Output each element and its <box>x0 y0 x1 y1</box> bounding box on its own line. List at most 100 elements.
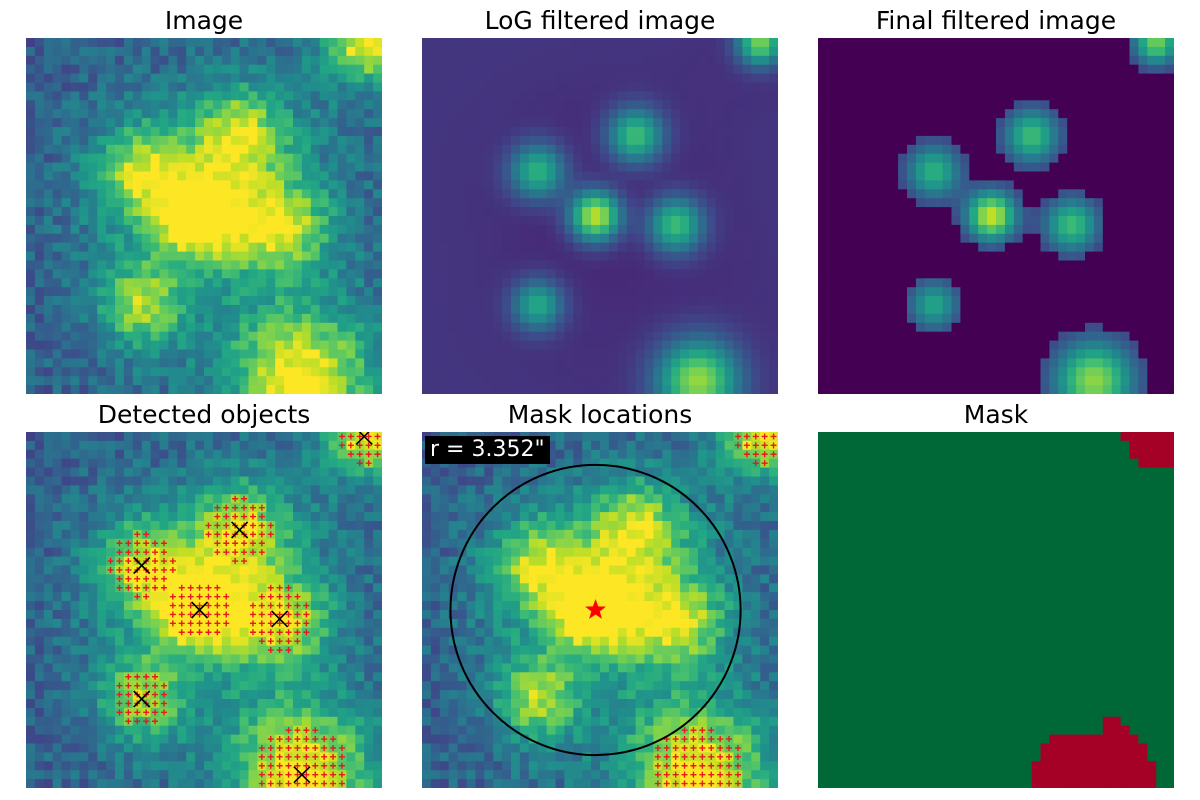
detection-plus-marker <box>116 700 123 707</box>
detection-plus-marker <box>143 682 150 689</box>
detection-plus-marker <box>276 744 283 751</box>
detection-plus-marker <box>690 744 697 751</box>
detection-plus-marker <box>249 629 256 636</box>
detection-plus-marker <box>178 593 185 600</box>
detection-plus-marker <box>276 736 283 743</box>
detection-plus-marker <box>770 442 777 449</box>
detection-plus-marker <box>690 780 697 787</box>
detection-plus-marker <box>125 549 132 556</box>
detection-plus-marker <box>374 442 381 449</box>
detection-plus-marker <box>312 753 319 760</box>
detection-plus-marker <box>681 771 688 778</box>
detection-plus-marker <box>321 736 328 743</box>
detection-plus-marker <box>770 451 777 458</box>
detection-plus-marker <box>187 584 194 591</box>
detection-plus-marker <box>160 584 167 591</box>
panel-image <box>26 38 382 394</box>
detection-plus-marker <box>178 611 185 618</box>
panel-final-filtered <box>818 38 1174 394</box>
detection-plus-marker <box>152 549 159 556</box>
detection-plus-marker <box>294 744 301 751</box>
detection-plus-marker <box>267 620 274 627</box>
detection-plus-marker <box>160 691 167 698</box>
detection-plus-marker <box>152 709 159 716</box>
title-final-filtered: Final filtered image <box>875 6 1117 35</box>
detection-plus-marker <box>717 736 724 743</box>
detection-plus-marker <box>761 451 768 458</box>
detection-plus-marker <box>365 442 372 449</box>
detection-plus-marker <box>249 602 256 609</box>
detection-plus-marker <box>125 691 132 698</box>
detection-plus-marker <box>356 451 363 458</box>
detection-plus-marker <box>169 611 176 618</box>
detection-plus-marker <box>205 620 212 627</box>
detection-plus-marker <box>116 558 123 565</box>
detection-plus-marker <box>303 780 310 787</box>
detection-plus-marker <box>205 531 212 538</box>
detection-plus-marker <box>152 566 159 573</box>
object-center-x-marker <box>190 601 209 619</box>
detection-plus-marker <box>134 709 141 716</box>
detection-plus-marker <box>285 753 292 760</box>
detection-plus-marker <box>214 513 221 520</box>
detection-plus-marker <box>312 762 319 769</box>
detection-plus-marker <box>143 709 150 716</box>
radius-label: r = 3.352" <box>425 436 550 464</box>
detection-plus-marker <box>178 602 185 609</box>
detection-plus-marker <box>690 771 697 778</box>
detection-plus-marker <box>116 549 123 556</box>
detection-plus-marker <box>116 566 123 573</box>
detection-plus-marker <box>654 753 661 760</box>
detection-plus-marker <box>294 638 301 645</box>
detection-plus-marker <box>672 736 679 743</box>
detection-plus-marker <box>267 611 274 618</box>
detection-plus-marker <box>303 602 310 609</box>
detection-plus-marker <box>160 540 167 547</box>
detection-plus-marker <box>258 753 265 760</box>
detection-plus-marker <box>125 718 132 725</box>
detection-plus-marker <box>294 736 301 743</box>
detection-plus-marker <box>717 780 724 787</box>
detection-plus-marker <box>285 629 292 636</box>
detection-plus-marker <box>347 442 354 449</box>
detection-plus-marker <box>223 593 230 600</box>
detection-plus-marker <box>258 611 265 618</box>
detection-plus-marker <box>294 762 301 769</box>
detection-plus-marker <box>116 709 123 716</box>
detection-plus-marker <box>330 771 337 778</box>
detection-plus-marker <box>672 753 679 760</box>
detection-plus-marker <box>752 460 759 467</box>
detection-plus-marker <box>681 744 688 751</box>
detection-plus-marker <box>654 780 661 787</box>
detection-plus-marker <box>169 593 176 600</box>
detection-plus-marker <box>708 780 715 787</box>
detection-plus-marker <box>241 540 248 547</box>
mask-radius-circle <box>449 463 742 757</box>
detection-plus-marker <box>214 593 221 600</box>
detection-plus-marker <box>258 620 265 627</box>
detection-plus-marker <box>663 780 670 787</box>
detection-plus-marker <box>107 558 114 565</box>
detection-plus-marker <box>770 433 777 440</box>
detection-plus-marker <box>223 531 230 538</box>
detection-plus-marker <box>708 727 715 734</box>
detection-plus-marker <box>249 540 256 547</box>
detection-plus-marker <box>258 531 265 538</box>
detection-plus-marker <box>232 540 239 547</box>
detection-plus-marker <box>267 531 274 538</box>
detection-plus-marker <box>249 531 256 538</box>
detection-plus-marker <box>312 744 319 751</box>
detection-plus-marker <box>294 727 301 734</box>
detection-plus-marker <box>196 602 203 609</box>
panel-mask-locations <box>422 432 778 788</box>
detection-plus-marker <box>312 771 319 778</box>
detection-plus-marker <box>205 522 212 529</box>
detection-plus-marker <box>160 566 167 573</box>
detection-plus-marker <box>374 433 381 440</box>
detection-plus-marker <box>116 575 123 582</box>
detection-plus-marker <box>321 753 328 760</box>
detection-plus-marker <box>338 780 345 787</box>
target-star-marker <box>585 599 606 619</box>
detection-plus-marker <box>285 736 292 743</box>
detection-plus-marker <box>134 575 141 582</box>
